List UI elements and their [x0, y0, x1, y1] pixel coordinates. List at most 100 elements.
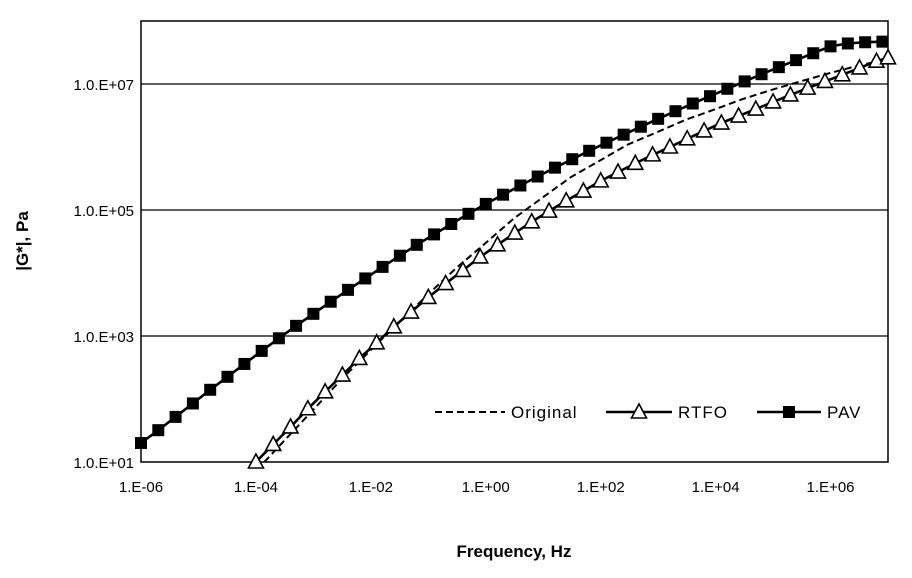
y-tick-label-3: 1.0.E+07 — [74, 77, 134, 94]
point-pav-36 — [755, 68, 768, 81]
point-rtfo-26 — [695, 121, 713, 138]
y-tick-label-0: 1.0.E+01 — [74, 455, 134, 472]
x-tick-label-2: 1.E-02 — [349, 479, 393, 496]
legend-item-original: Original — [435, 403, 578, 422]
point-rtfo-19 — [574, 181, 593, 198]
legend-label-pav: PAV — [827, 403, 862, 422]
point-rtfo-15 — [505, 223, 524, 240]
point-pav-31 — [669, 105, 682, 118]
plot-area-border — [140, 20, 889, 463]
legend-label-rtfo: RTFO — [678, 403, 728, 422]
point-pav-24 — [548, 161, 561, 174]
point-rtfo-21 — [609, 162, 627, 179]
tick-labels: 1.E-06 1.E-04 1.E-02 1.E+00 1.E+02 1.E+04 1.E+… — [74, 77, 855, 496]
x-tick-label-4: 1.E+02 — [577, 479, 625, 496]
x-tick-label-3: 1.E+00 — [462, 479, 510, 496]
series-original — [263, 57, 889, 463]
point-pav-20 — [479, 197, 492, 210]
x-tick-label-0: 1.E-06 — [119, 479, 163, 496]
point-pav-16 — [410, 238, 423, 251]
point-pav-43 — [876, 35, 889, 48]
point-rtfo-20 — [591, 171, 610, 188]
point-pav-15 — [393, 249, 406, 262]
point-pav-6 — [238, 357, 251, 370]
point-pav-0 — [135, 437, 147, 450]
point-rtfo-1 — [264, 434, 283, 452]
series-group — [135, 35, 897, 469]
legend-marker-rtfo — [630, 402, 648, 419]
point-rtfo-9 — [402, 302, 420, 319]
point-rtfo-14 — [488, 235, 507, 252]
point-rtfo-11 — [436, 273, 455, 291]
point-rtfo-25 — [678, 129, 697, 146]
point-pav-19 — [462, 207, 475, 220]
point-rtfo-33 — [816, 71, 834, 89]
point-pav-8 — [272, 332, 285, 345]
x-tick-label-6: 1.E+06 — [807, 479, 855, 496]
point-pav-33 — [704, 90, 717, 103]
point-pav-22 — [514, 179, 527, 192]
point-rtfo-22 — [626, 153, 645, 171]
point-pav-28 — [617, 128, 630, 141]
point-pav-12 — [341, 283, 354, 296]
point-pav-21 — [497, 188, 510, 201]
point-rtfo-4 — [316, 382, 334, 399]
point-rtfo-8 — [384, 317, 403, 334]
point-rtfo-2 — [281, 417, 300, 434]
point-rtfo-16 — [522, 212, 541, 229]
point-rtfo-12 — [454, 260, 472, 278]
point-pav-41 — [841, 37, 854, 50]
point-pav-14 — [376, 260, 389, 273]
point-rtfo-3 — [298, 399, 317, 416]
point-rtfo-29 — [746, 99, 765, 116]
point-rtfo-7 — [367, 333, 386, 350]
legend-item-rtfo: RTFO — [606, 402, 728, 422]
point-pav-3 — [186, 397, 199, 410]
point-pav-35 — [738, 75, 751, 88]
legend: Original RTFO PAV — [435, 402, 862, 422]
point-pav-23 — [531, 170, 544, 183]
grid-lines — [141, 83, 888, 337]
point-pav-40 — [824, 40, 837, 53]
x-axis-title: Frequency, Hz — [457, 542, 572, 561]
x-tick-label-5: 1.E+04 — [692, 479, 740, 496]
legend-label-original: Original — [511, 403, 578, 422]
x-tick-label-1: 1.E-04 — [234, 479, 278, 496]
point-rtfo-17 — [540, 201, 558, 218]
point-rtfo-13 — [471, 247, 490, 264]
point-pav-29 — [634, 120, 647, 133]
point-pav-30 — [652, 112, 665, 125]
point-pav-32 — [686, 97, 699, 110]
point-pav-13 — [359, 272, 372, 285]
y-tick-label-2: 1.0.E+05 — [74, 203, 134, 220]
legend-marker-pav — [783, 406, 795, 418]
point-pav-2 — [169, 410, 182, 423]
point-rtfo-18 — [557, 191, 576, 208]
point-rtfo-35 — [850, 58, 869, 75]
point-rtfo-5 — [333, 365, 352, 382]
point-pav-18 — [445, 217, 458, 230]
point-rtfo-37 — [879, 48, 897, 65]
series-rtfo — [247, 48, 897, 469]
point-pav-5 — [221, 370, 234, 383]
point-rtfo-10 — [419, 287, 438, 305]
point-pav-17 — [428, 228, 441, 241]
point-pav-9 — [290, 319, 303, 332]
point-rtfo-34 — [833, 65, 852, 82]
series-pav — [135, 35, 889, 450]
y-tick-label-1: 1.0.E+03 — [74, 329, 134, 346]
point-pav-25 — [566, 153, 579, 166]
y-axis-title: |G*|, Pa — [13, 211, 32, 271]
point-pav-11 — [324, 295, 337, 308]
point-pav-37 — [772, 61, 785, 74]
point-rtfo-6 — [350, 348, 369, 366]
point-rtfo-31 — [781, 85, 800, 102]
point-rtfo-30 — [764, 92, 782, 109]
point-rtfo-0 — [247, 452, 265, 469]
series-line-original — [263, 57, 889, 463]
point-rtfo-32 — [798, 78, 817, 95]
point-rtfo-23 — [643, 145, 662, 162]
point-pav-26 — [583, 144, 596, 157]
